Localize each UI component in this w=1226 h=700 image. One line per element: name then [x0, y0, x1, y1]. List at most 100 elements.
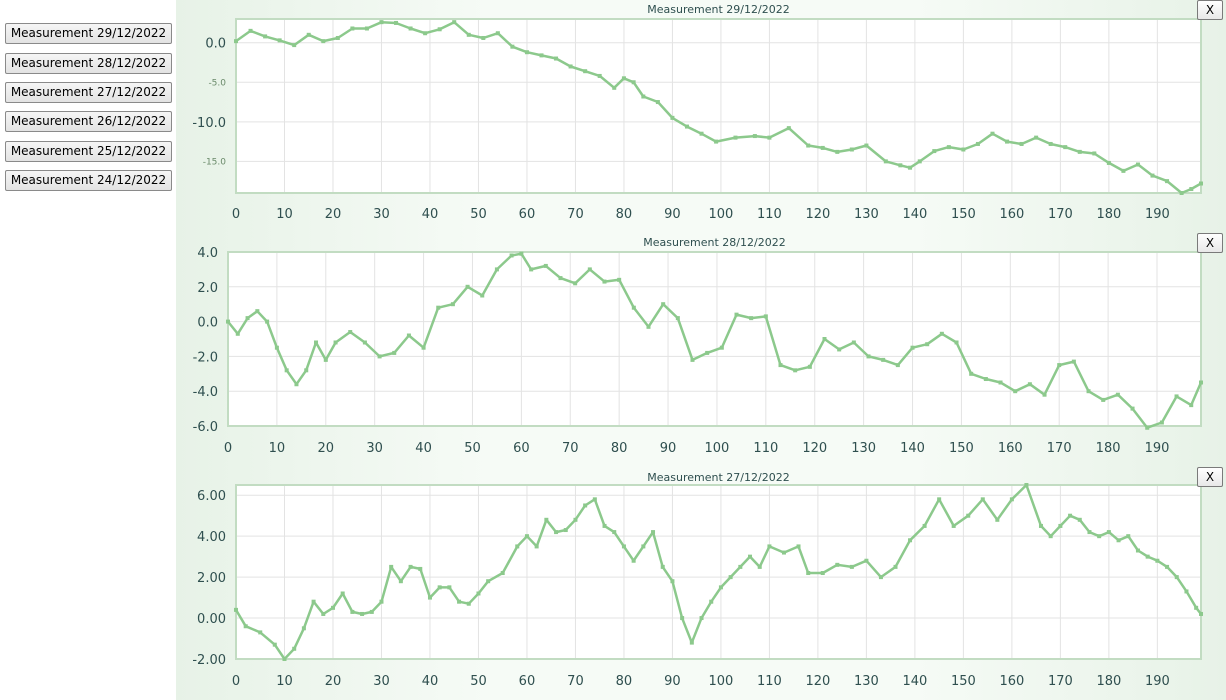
- data-point: [684, 124, 689, 129]
- data-point: [1199, 181, 1203, 186]
- data-point: [392, 350, 397, 355]
- data-point: [1150, 173, 1155, 178]
- data-point: [631, 305, 636, 310]
- x-tick-label: 110: [753, 441, 778, 456]
- data-point: [583, 503, 588, 508]
- data-point: [881, 357, 886, 362]
- data-point: [954, 340, 959, 345]
- data-point: [689, 640, 694, 645]
- x-tick-label: 10: [269, 441, 286, 456]
- data-point: [350, 26, 355, 31]
- data-point: [1042, 392, 1047, 397]
- x-tick-label: 70: [562, 441, 579, 456]
- data-point: [796, 544, 801, 549]
- x-tick-label: 100: [709, 674, 734, 689]
- data-point: [767, 135, 772, 140]
- data-point: [379, 20, 384, 25]
- x-tick-label: 120: [802, 441, 827, 456]
- data-point: [509, 253, 514, 258]
- x-tick-label: 120: [805, 674, 830, 689]
- data-point: [1130, 406, 1135, 411]
- data-point: [235, 331, 240, 336]
- close-chart-button[interactable]: X: [1197, 233, 1223, 253]
- data-point: [1135, 548, 1140, 553]
- data-point: [1019, 141, 1024, 146]
- data-point: [910, 345, 915, 350]
- y-tick-label: -4.0: [193, 385, 218, 400]
- data-point: [631, 558, 636, 563]
- data-point: [980, 497, 985, 502]
- data-point: [660, 564, 665, 569]
- x-tick-label: 40: [422, 207, 439, 222]
- data-point: [837, 347, 842, 352]
- data-point: [558, 276, 563, 281]
- chart-27-12-2022: Measurement 27/12/2022 0 10 20 30 40 50 60 70 80 9…: [192, 471, 1203, 689]
- measurement-button-29-12-2022[interactable]: Measurement 29/12/2022: [5, 23, 172, 44]
- data-point: [1106, 530, 1111, 535]
- data-point: [1101, 397, 1106, 402]
- x-tick-label: 20: [318, 441, 335, 456]
- data-point: [767, 544, 772, 549]
- close-chart-button[interactable]: X: [1197, 0, 1223, 20]
- x-tick-label: 160: [998, 441, 1023, 456]
- data-point: [510, 44, 515, 49]
- data-point: [563, 528, 568, 533]
- data-point: [1077, 517, 1082, 522]
- data-point: [998, 380, 1003, 385]
- data-point: [661, 302, 666, 307]
- measurement-button-27-12-2022[interactable]: Measurement 27/12/2022: [5, 82, 172, 103]
- series-line: [227, 252, 1203, 429]
- x-tick-label: 130: [851, 441, 876, 456]
- data-point: [255, 309, 260, 314]
- data-point: [554, 530, 559, 535]
- data-point: [1189, 187, 1194, 192]
- x-tick-label: 80: [611, 441, 628, 456]
- x-tick-label: 110: [757, 674, 782, 689]
- x-tick-label: 80: [616, 674, 633, 689]
- data-point: [379, 599, 384, 604]
- x-tick-label: 30: [373, 674, 390, 689]
- data-point: [1024, 483, 1029, 487]
- data-point: [389, 564, 394, 569]
- x-tick-label: 70: [567, 207, 584, 222]
- data-point: [602, 279, 607, 284]
- x-tick-label: 170: [1047, 441, 1072, 456]
- data-point: [245, 316, 250, 321]
- data-point: [311, 599, 316, 604]
- data-point: [1159, 420, 1164, 425]
- data-point: [437, 585, 442, 590]
- data-point: [1087, 530, 1092, 535]
- data-point: [1009, 497, 1014, 502]
- data-point: [284, 368, 289, 373]
- data-point: [807, 364, 812, 369]
- measurement-button-28-12-2022[interactable]: Measurement 28/12/2022: [5, 53, 172, 74]
- measurement-button-24-12-2022[interactable]: Measurement 24/12/2022: [5, 170, 172, 191]
- close-chart-button[interactable]: X: [1197, 467, 1223, 487]
- chart-title: Measurement 27/12/2022: [647, 471, 789, 484]
- measurement-button-25-12-2022[interactable]: Measurement 25/12/2022: [5, 141, 172, 162]
- data-point: [895, 363, 900, 368]
- x-tick-label: 90: [664, 674, 681, 689]
- data-point: [234, 607, 238, 612]
- data-point: [306, 32, 311, 37]
- data-point: [655, 100, 660, 105]
- data-point: [226, 319, 230, 324]
- data-point: [995, 517, 1000, 522]
- data-point: [421, 345, 426, 350]
- data-point: [539, 53, 544, 58]
- data-point: [709, 599, 714, 604]
- series-line: [235, 20, 1202, 195]
- x-tick-label: 190: [1145, 674, 1170, 689]
- data-point: [466, 601, 471, 606]
- data-point: [966, 513, 971, 518]
- data-point: [248, 28, 253, 33]
- measurement-button-26-12-2022[interactable]: Measurement 26/12/2022: [5, 111, 172, 132]
- data-point: [749, 316, 754, 321]
- data-point: [786, 126, 791, 131]
- data-point: [1068, 513, 1073, 518]
- data-point: [272, 642, 277, 647]
- chart-panel-27-12-2022: Measurement 27/12/2022 0 10 20 30 40 50 60 70 80 9…: [176, 467, 1226, 700]
- y-tick-label: 0.0: [205, 37, 226, 52]
- data-point: [340, 591, 345, 596]
- data-point: [486, 579, 491, 584]
